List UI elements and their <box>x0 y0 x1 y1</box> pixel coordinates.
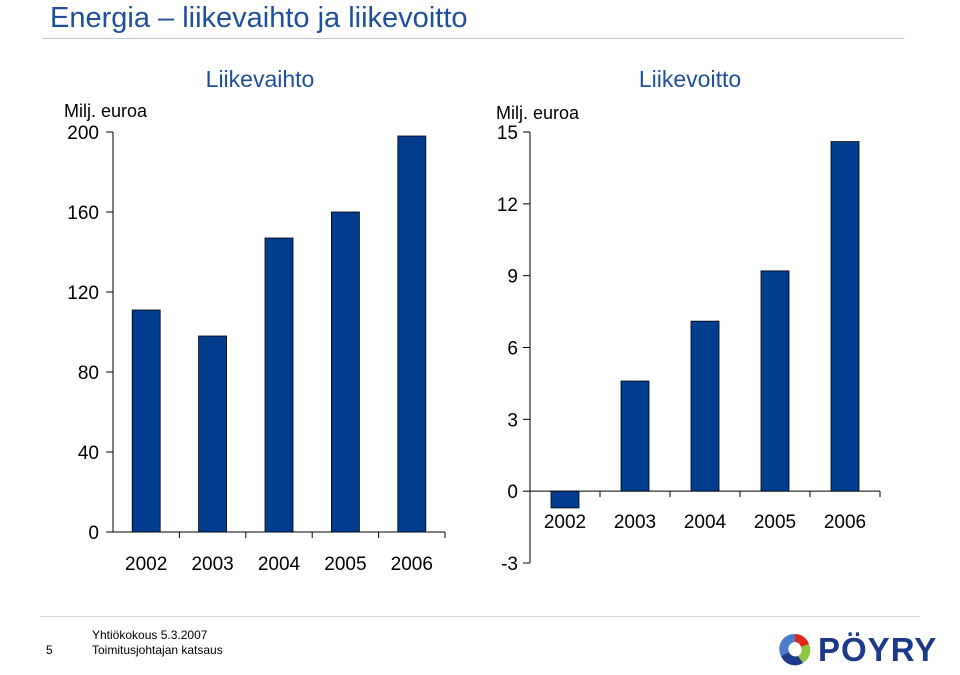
y-tick-label: 80 <box>78 363 99 384</box>
bar <box>198 335 228 533</box>
y-tick-label: 9 <box>507 267 518 288</box>
logo-wordmark: PÖYRY <box>818 631 938 668</box>
bar <box>264 237 294 533</box>
chart-title: Liikevoitto <box>639 66 741 92</box>
poyry-logo: PÖYRY <box>776 630 956 670</box>
y-tick-label: 15 <box>497 123 518 144</box>
bar <box>131 309 161 533</box>
y-axis-unit-label: Milj. euroa <box>496 103 580 123</box>
bar <box>397 135 427 533</box>
y-tick-label: 200 <box>67 123 99 144</box>
x-tick-label: 2004 <box>258 554 301 575</box>
footer-subtitle: Toimitusjohtajan katsaus <box>92 643 223 657</box>
poyry-logo-icon <box>779 633 811 666</box>
x-tick-label: 2005 <box>324 554 366 575</box>
y-tick-label: 3 <box>507 410 518 431</box>
bar <box>330 211 360 533</box>
x-tick-label: 2006 <box>391 554 433 575</box>
footer-divider <box>40 616 920 617</box>
footer-event: Yhtiökokous 5.3.2007 <box>92 628 208 642</box>
y-tick-label: 6 <box>507 339 518 360</box>
bar <box>620 380 650 492</box>
y-tick-label: -3 <box>501 554 518 575</box>
bar <box>760 270 790 492</box>
y-tick-label: 120 <box>67 283 99 304</box>
x-tick-label: 2005 <box>754 512 796 533</box>
y-tick-label: 160 <box>67 203 99 224</box>
x-tick-label: 2002 <box>125 554 167 575</box>
x-tick-label: 2006 <box>824 512 866 533</box>
y-tick-label: 12 <box>497 195 518 216</box>
bar <box>550 490 580 509</box>
y-axis-unit-label: Milj. euroa <box>64 101 148 121</box>
y-tick-label: 0 <box>88 523 99 544</box>
bar <box>690 320 720 492</box>
x-tick-label: 2003 <box>614 512 656 533</box>
x-tick-label: 2003 <box>191 554 233 575</box>
page-number: 5 <box>46 643 53 657</box>
y-tick-label: 0 <box>507 482 518 503</box>
chart-title: Liikevaihto <box>206 66 315 92</box>
x-tick-label: 2004 <box>684 512 727 533</box>
y-tick-label: 40 <box>78 443 99 464</box>
slide-title: Energia – liikevaihto ja liikevoitto <box>50 2 468 34</box>
title-divider <box>42 38 904 39</box>
x-tick-label: 2002 <box>544 512 586 533</box>
bar <box>830 141 860 492</box>
